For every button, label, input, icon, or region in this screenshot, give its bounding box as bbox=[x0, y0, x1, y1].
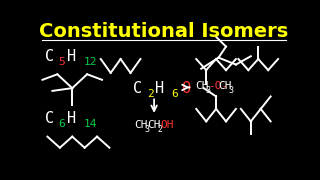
Text: Constitutional Isomers: Constitutional Isomers bbox=[39, 22, 289, 41]
Text: CH: CH bbox=[218, 81, 232, 91]
Text: O: O bbox=[181, 81, 190, 96]
Text: 5: 5 bbox=[59, 57, 65, 67]
Text: CH: CH bbox=[134, 120, 148, 130]
Text: CH: CH bbox=[195, 81, 209, 91]
Text: 2: 2 bbox=[147, 89, 153, 99]
Text: C: C bbox=[133, 81, 142, 96]
Text: H: H bbox=[67, 49, 76, 64]
Text: 2: 2 bbox=[157, 125, 163, 134]
Text: C: C bbox=[45, 111, 54, 126]
Text: CH: CH bbox=[147, 120, 161, 130]
Text: -O-: -O- bbox=[208, 81, 228, 91]
Text: 14: 14 bbox=[84, 119, 97, 129]
Text: 3: 3 bbox=[205, 86, 211, 95]
Text: H: H bbox=[67, 111, 76, 126]
Text: 3: 3 bbox=[228, 86, 233, 95]
Text: H: H bbox=[155, 81, 164, 96]
Text: 6: 6 bbox=[172, 89, 178, 99]
Text: 3: 3 bbox=[145, 125, 150, 134]
Text: C: C bbox=[45, 49, 54, 64]
Text: 6: 6 bbox=[59, 119, 65, 129]
Text: 12: 12 bbox=[84, 57, 97, 67]
Text: OH: OH bbox=[160, 120, 173, 130]
